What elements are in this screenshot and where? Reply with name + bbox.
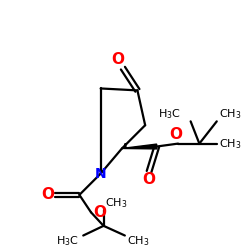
Text: O: O bbox=[170, 128, 182, 142]
Text: CH$_3$: CH$_3$ bbox=[219, 108, 241, 122]
Text: O: O bbox=[112, 52, 124, 67]
Polygon shape bbox=[122, 144, 157, 149]
Text: N: N bbox=[95, 166, 106, 180]
Text: CH$_3$: CH$_3$ bbox=[127, 234, 149, 248]
Text: CH$_3$: CH$_3$ bbox=[106, 196, 128, 209]
Text: O: O bbox=[142, 172, 156, 187]
Text: O: O bbox=[41, 188, 54, 202]
Text: H$_3$C: H$_3$C bbox=[56, 234, 80, 248]
Text: H$_3$C: H$_3$C bbox=[158, 108, 181, 122]
Text: O: O bbox=[93, 205, 106, 220]
Text: CH$_3$: CH$_3$ bbox=[219, 137, 241, 150]
